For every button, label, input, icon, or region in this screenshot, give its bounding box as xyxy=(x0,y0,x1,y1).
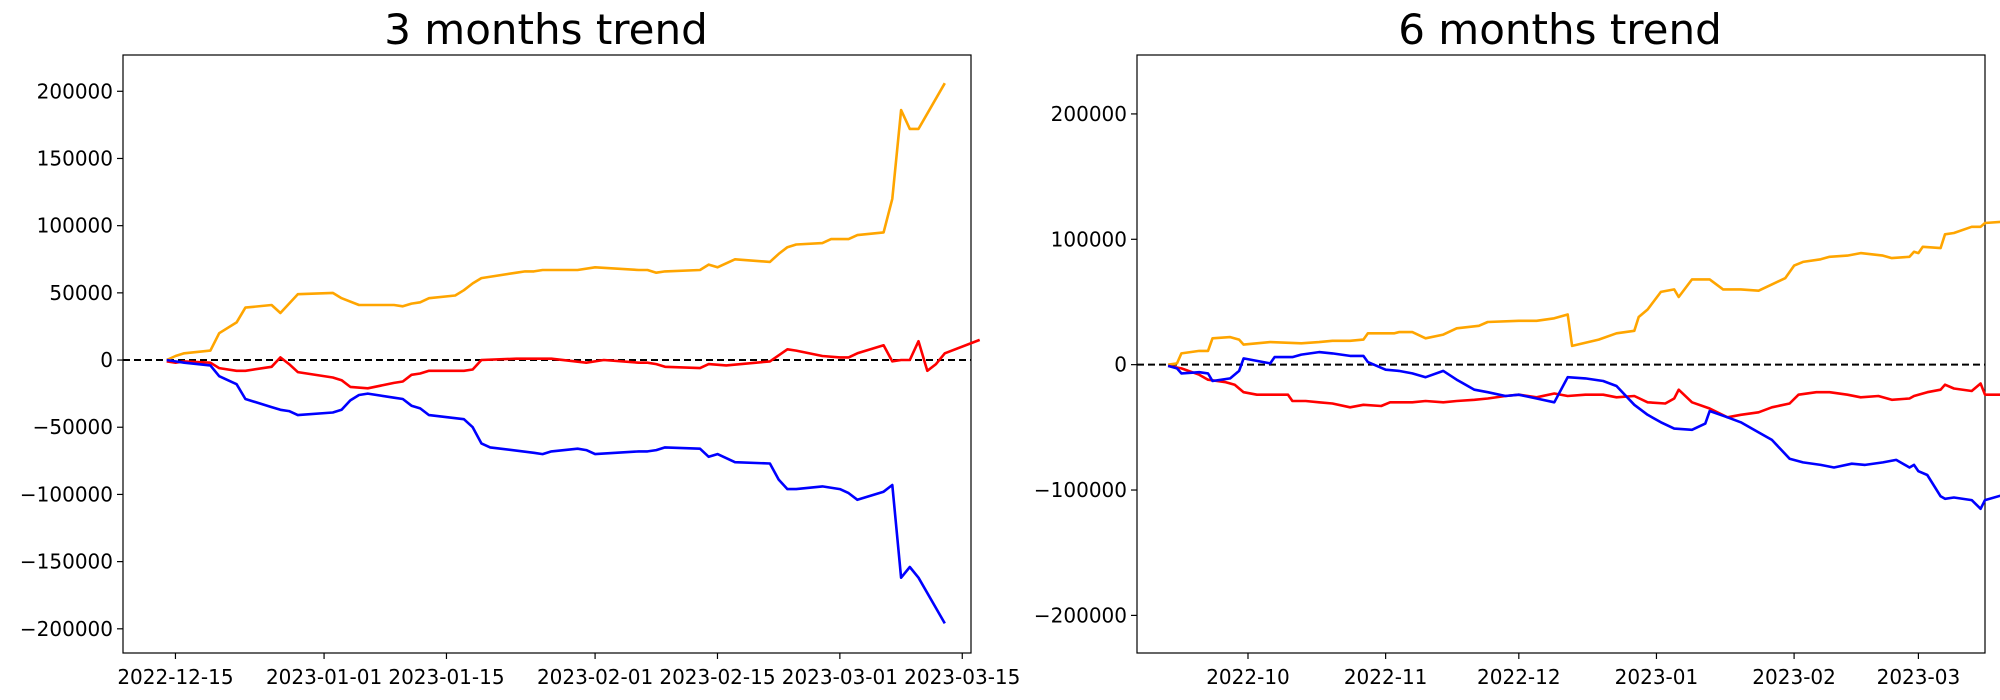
series-line-2 xyxy=(1167,350,2000,511)
x-tick-label: 2023-01-01 xyxy=(266,665,382,689)
y-tick-label: 100000 xyxy=(37,214,113,238)
x-tick-label: 2022-12 xyxy=(1477,665,1561,689)
x-tick-label: 2023-02-15 xyxy=(659,665,775,689)
y-tick-label: −200000 xyxy=(1034,603,1127,627)
axes-frame xyxy=(1136,54,1986,654)
axes-frame xyxy=(122,54,972,654)
x-tick-label: 2023-03 xyxy=(1877,665,1961,689)
chart-3-months: 3 months trend 2022-12-15 2023-01-01 2023-… xyxy=(20,5,1020,689)
y-tick-label: 200000 xyxy=(37,79,113,103)
y-tick-label: 150000 xyxy=(37,146,113,170)
x-tick-label: 2023-01 xyxy=(1615,665,1699,689)
y-tick-label: −100000 xyxy=(20,482,113,506)
x-tick-label: 2023-01-15 xyxy=(388,665,504,689)
x-tick-label: 2023-02-01 xyxy=(537,665,653,689)
series-line-0 xyxy=(1167,220,2000,366)
series-line-1 xyxy=(1167,364,2000,419)
x-tick-label: 2023-02 xyxy=(1752,665,1836,689)
y-tick-label: −150000 xyxy=(20,550,113,574)
x-tick-label: 2022-10 xyxy=(1206,665,1290,689)
chart-6-months: 6 months trend 2022-10 2022-11 2022-12 2023… xyxy=(1034,5,2000,689)
y-tick-label: 100000 xyxy=(1051,227,1127,251)
y-tick-label: 50000 xyxy=(49,281,113,305)
series-line-1 xyxy=(166,338,981,390)
series-line-2 xyxy=(166,358,946,625)
x-tick-label: 2022-12-15 xyxy=(117,665,233,689)
x-tick-label: 2022-11 xyxy=(1344,665,1428,689)
y-tick-label: −50000 xyxy=(33,415,113,439)
x-tick-label: 2023-03-01 xyxy=(782,665,898,689)
y-tick-label: −100000 xyxy=(1034,478,1127,502)
y-tick-label: −200000 xyxy=(20,617,113,641)
series-line-0 xyxy=(166,82,946,362)
y-tick-label: 200000 xyxy=(1051,102,1127,126)
x-tick-label: 2023-03-15 xyxy=(904,665,1020,689)
y-tick-label: 0 xyxy=(100,348,113,372)
y-tick-label: 0 xyxy=(1114,353,1127,377)
chart-title: 6 months trend xyxy=(1398,5,1722,54)
chart-title: 3 months trend xyxy=(384,5,708,54)
